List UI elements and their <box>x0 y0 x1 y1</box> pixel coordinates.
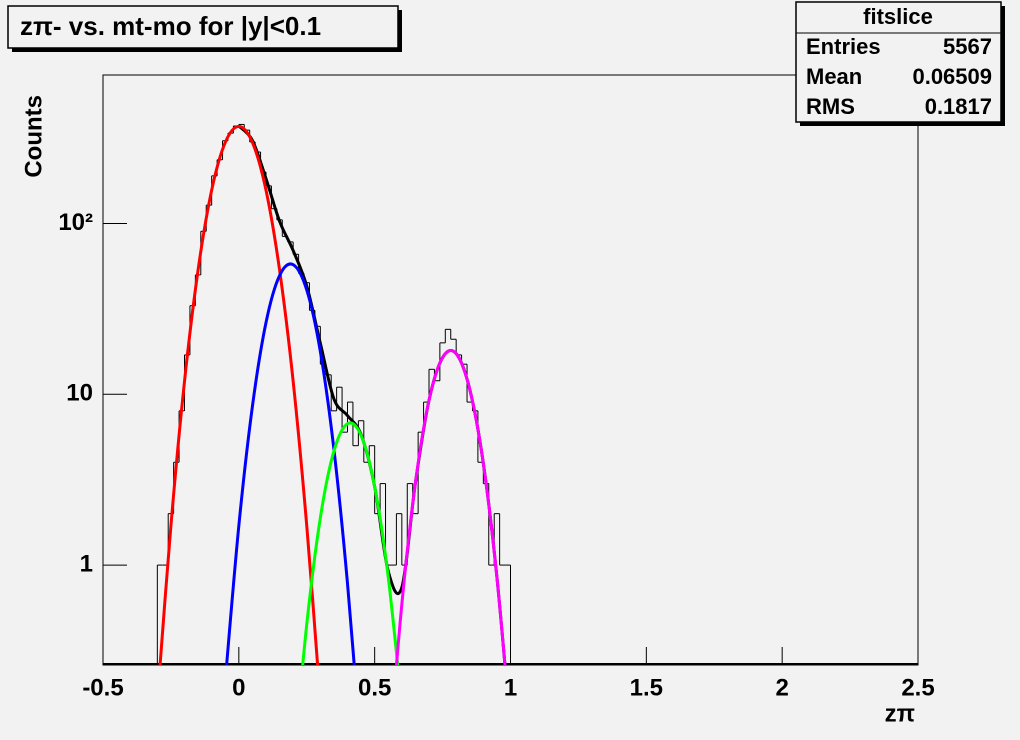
fit-curve <box>394 348 507 665</box>
x-tick-label: 2 <box>775 674 788 701</box>
x-tick-label: 1.5 <box>630 674 663 701</box>
stats-value: 5567 <box>943 34 992 59</box>
y-tick-label: 10² <box>58 209 93 236</box>
stats-label: Mean <box>806 64 862 89</box>
fit-curve <box>225 262 356 665</box>
title-box <box>7 5 399 49</box>
fit-curve <box>158 124 320 665</box>
y-tick-label: 1 <box>80 550 93 577</box>
stats-value: 0.06509 <box>912 64 992 89</box>
stats-box <box>795 1 1002 123</box>
x-tick-label: 2.5 <box>901 674 934 701</box>
fit-curve <box>301 421 400 665</box>
x-tick-label: 0 <box>232 674 245 701</box>
chart-title: zπ- vs. mt-mo for |y|<0.1 <box>20 11 321 41</box>
stats-label: RMS <box>806 94 855 119</box>
x-tick-label: -0.5 <box>82 674 123 701</box>
plot-area <box>103 123 918 665</box>
stats-title: fitslice <box>863 4 933 29</box>
y-tick-label: 10 <box>66 380 93 407</box>
stats-label: Entries <box>806 34 881 59</box>
x-tick-label: 0.5 <box>358 674 391 701</box>
x-axis-label: zπ <box>885 700 915 727</box>
y-axis-label: Counts <box>20 95 47 178</box>
x-tick-label: 1 <box>504 674 517 701</box>
stats-value: 0.1817 <box>925 94 992 119</box>
